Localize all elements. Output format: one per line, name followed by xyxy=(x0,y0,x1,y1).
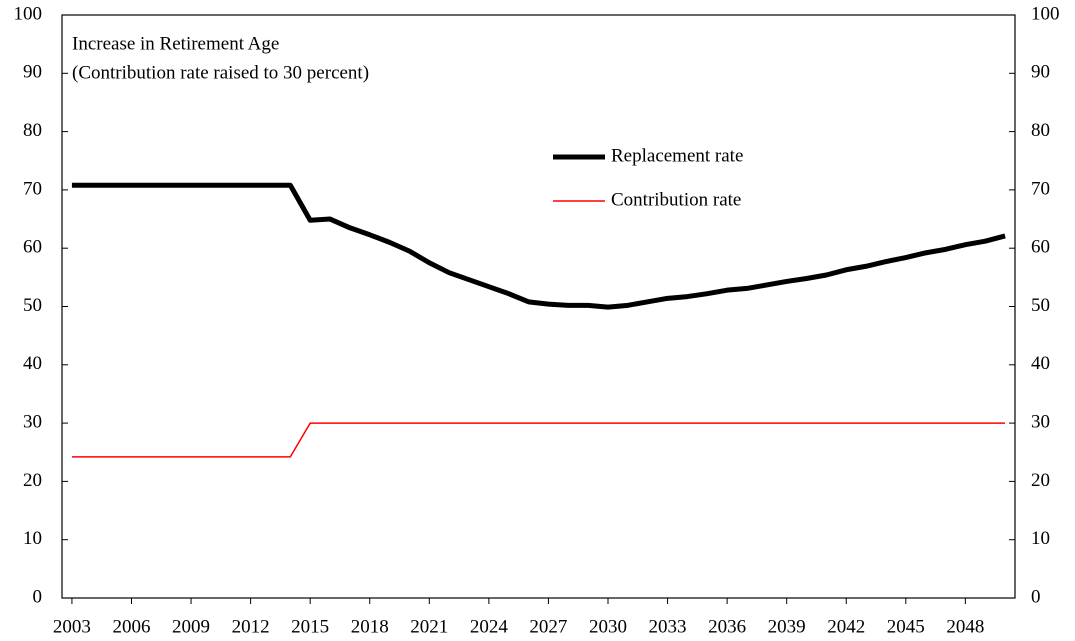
plot-frame xyxy=(61,14,1016,599)
y-tick-label: 80 xyxy=(23,120,42,141)
y-tick-label: 20 xyxy=(23,470,42,491)
y2-tick-label: 20 xyxy=(1031,470,1050,491)
x-tick-label: 2033 xyxy=(649,616,687,637)
y-tick-label: 60 xyxy=(23,237,42,258)
y-tick-label: 50 xyxy=(23,295,42,316)
x-tick-label: 2009 xyxy=(172,616,210,637)
annotation: (Contribution rate raised to 30 percent) xyxy=(72,62,369,83)
annotation: Increase in Retirement Age xyxy=(72,33,279,54)
y-tick-label: 30 xyxy=(23,411,42,432)
x-tick-label: 2024 xyxy=(470,616,509,637)
y-tick-label: 10 xyxy=(23,528,42,549)
x-tick-label: 2030 xyxy=(589,616,627,637)
y-tick-label: 70 xyxy=(23,178,42,199)
legend-label: Replacement rate xyxy=(611,145,743,166)
x-tick-label: 2045 xyxy=(887,616,925,637)
x-tick-label: 2006 xyxy=(112,616,150,637)
x-tick-label: 2012 xyxy=(232,616,270,637)
y2-tick-label: 100 xyxy=(1031,3,1060,24)
series-line xyxy=(71,182,1006,310)
y2-tick-label: 60 xyxy=(1031,237,1050,258)
x-tick-label: 2039 xyxy=(768,616,806,637)
series-line xyxy=(71,422,1006,458)
y-tick-label: 0 xyxy=(33,586,43,607)
y2-tick-label: 30 xyxy=(1031,411,1050,432)
x-tick-label: 2036 xyxy=(708,616,746,637)
legend-label: Contribution rate xyxy=(611,189,741,210)
y-tick-label: 40 xyxy=(23,353,42,374)
y2-tick-label: 80 xyxy=(1031,120,1050,141)
x-tick-label: 2021 xyxy=(410,616,448,637)
x-tick-label: 2042 xyxy=(827,616,865,637)
y2-tick-label: 70 xyxy=(1031,178,1050,199)
y2-tick-label: 50 xyxy=(1031,295,1050,316)
x-tick-label: 2048 xyxy=(946,616,984,637)
y2-tick-label: 0 xyxy=(1031,586,1041,607)
x-tick-label: 2015 xyxy=(291,616,329,637)
y2-tick-label: 10 xyxy=(1031,528,1050,549)
x-tick-label: 2003 xyxy=(53,616,91,637)
y2-tick-label: 90 xyxy=(1031,62,1050,83)
y-tick-label: 90 xyxy=(23,62,42,83)
y-tick-label: 100 xyxy=(14,3,43,24)
x-tick-label: 2027 xyxy=(529,616,567,637)
y2-tick-label: 40 xyxy=(1031,353,1050,374)
x-tick-label: 2018 xyxy=(351,616,389,637)
